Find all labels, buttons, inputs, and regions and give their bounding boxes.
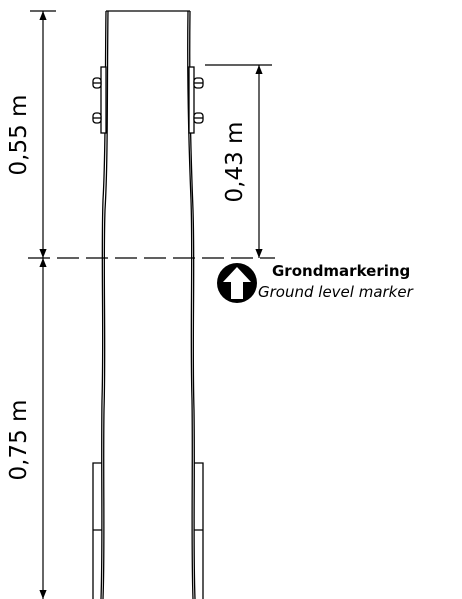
left-bolt-top [92,77,102,89]
legend-subtitle: Ground level marker [258,283,414,301]
bracket-height-label: 0,43 m [222,122,248,203]
right-base-flange [194,462,204,599]
dimensions [28,10,275,599]
post [100,10,196,599]
legend-title: Grondmarkering [272,262,410,280]
upper-height-label: 0,55 m [6,95,32,176]
right-bracket [188,66,204,134]
post-left-edge-inner [102,10,109,599]
right-bolt-top [193,77,204,89]
lower-depth-label: 0,75 m [6,400,32,481]
ground-marker-icon [217,263,257,303]
left-bracket-plate [100,66,107,134]
right-bracket-plate [188,66,195,134]
left-bolt-bottom [92,112,102,124]
left-base-flange [92,462,102,599]
right-bolt-bottom [193,112,204,124]
left-bracket [92,66,107,134]
base-flanges [92,462,204,599]
